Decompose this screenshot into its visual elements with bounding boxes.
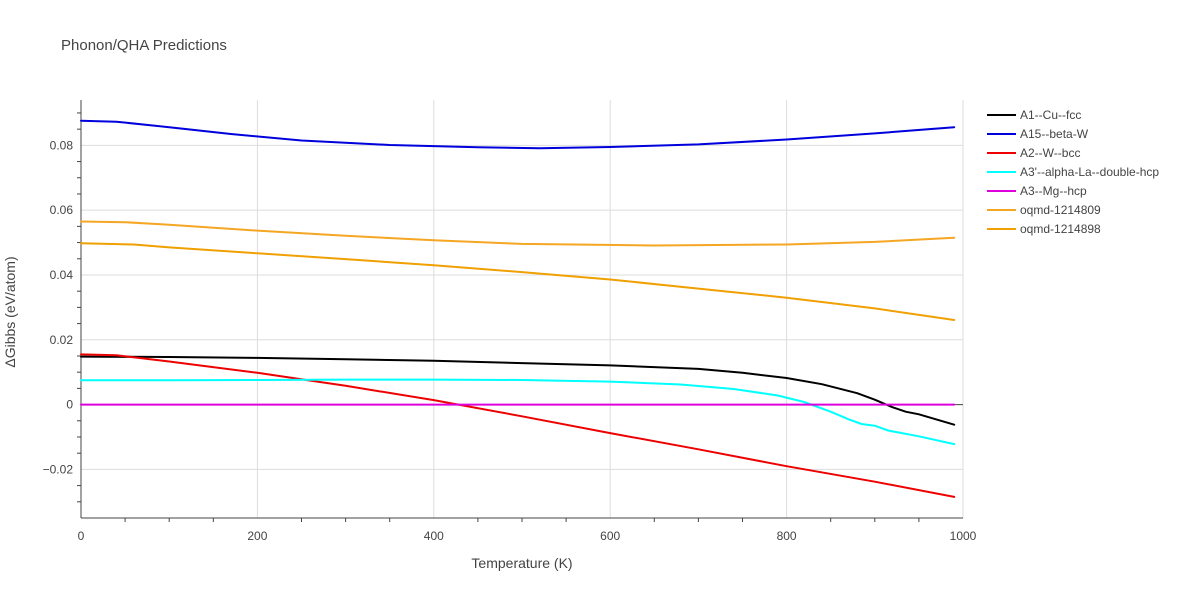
legend-item[interactable]: oqmd-1214898 xyxy=(987,222,1101,236)
legend-item[interactable]: A1--Cu--fcc xyxy=(987,108,1081,122)
legend-label: A2--W--bcc xyxy=(1020,146,1080,160)
legend-label: A1--Cu--fcc xyxy=(1020,108,1081,122)
series-line-a1-cu-fcc xyxy=(80,355,956,426)
series-line-a2-w-bcc xyxy=(80,353,956,498)
series-lines xyxy=(80,119,956,498)
legend-item[interactable]: A3--Mg--hcp xyxy=(987,184,1087,198)
chart-title: Phonon/QHA Predictions xyxy=(61,37,227,54)
legend-label: A3'--alpha-La--double-hcp xyxy=(1020,165,1159,179)
legend-item[interactable]: A15--beta-W xyxy=(987,127,1089,141)
x-tick-label: 1000 xyxy=(950,529,977,543)
legend-label: oqmd-1214898 xyxy=(1020,222,1101,236)
series-line-a3-alpha-la-double-hcp xyxy=(80,378,956,446)
tick-labels: 0 200 400 600 800 1000 −0.02 0 0.02 0.04 0.06 0.08 xyxy=(43,138,977,543)
axes xyxy=(77,100,963,522)
x-tick-label: 600 xyxy=(600,529,620,543)
legend-label: A15--beta-W xyxy=(1020,127,1089,141)
grid-lines xyxy=(81,100,964,518)
x-axis-title: Temperature (K) xyxy=(471,555,572,571)
legend-label: oqmd-1214809 xyxy=(1020,203,1101,217)
y-tick-label: 0.04 xyxy=(50,268,74,282)
y-axis-title: ΔGibbs (eV/atom) xyxy=(2,256,18,367)
legend-item[interactable]: A2--W--bcc xyxy=(987,146,1080,160)
y-tick-label: 0.08 xyxy=(50,138,74,152)
x-tick-label: 0 xyxy=(78,529,85,543)
legend[interactable]: A1--Cu--fcc A15--beta-W A2--W--bcc A3'--alp… xyxy=(987,108,1159,236)
series-line-oqmd-1214809 xyxy=(80,220,956,247)
x-tick-label: 400 xyxy=(424,529,444,543)
x-tick-label: 800 xyxy=(777,529,797,543)
y-tick-label: 0.02 xyxy=(50,333,74,347)
y-tick-label: 0.06 xyxy=(50,203,74,217)
legend-item[interactable]: oqmd-1214809 xyxy=(987,203,1101,217)
series-line-oqmd-1214898 xyxy=(80,242,956,321)
y-tick-label: −0.02 xyxy=(43,462,74,476)
legend-label: A3--Mg--hcp xyxy=(1020,184,1087,198)
legend-item[interactable]: A3'--alpha-La--double-hcp xyxy=(987,165,1159,179)
x-tick-label: 200 xyxy=(247,529,267,543)
series-line-a15-beta-w xyxy=(80,119,956,150)
y-tick-label: 0 xyxy=(66,398,73,412)
